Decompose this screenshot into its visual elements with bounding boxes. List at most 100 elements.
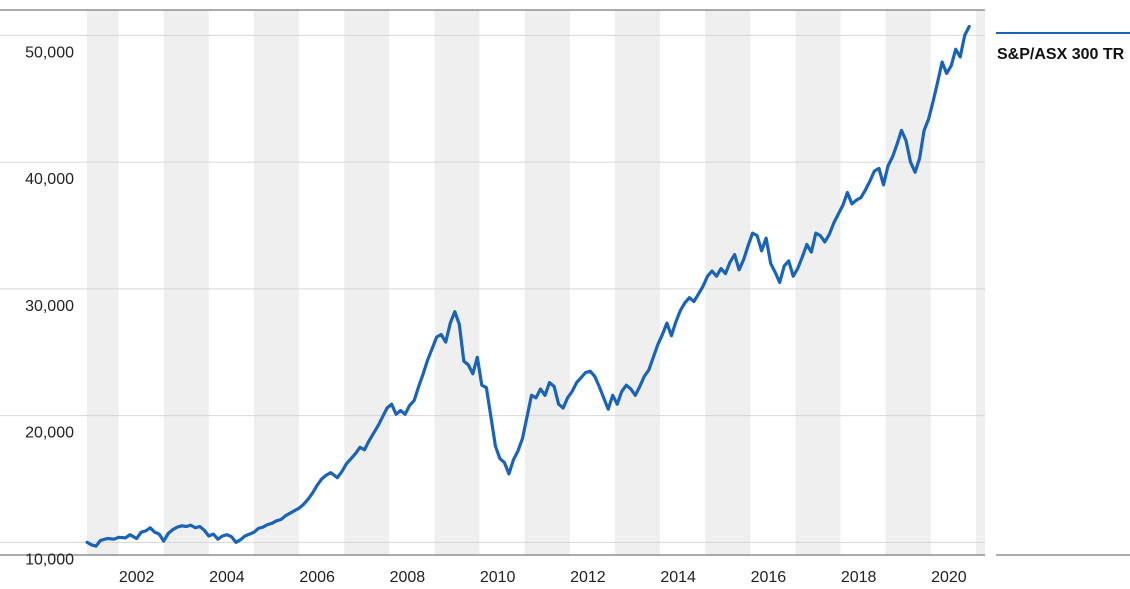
series-point bbox=[293, 509, 296, 512]
x-tick-label: 2012 bbox=[570, 569, 606, 586]
legend: S&P/ASX 300 TR bbox=[996, 32, 1130, 556]
series-point bbox=[859, 196, 863, 199]
series-point bbox=[733, 253, 736, 256]
series-point bbox=[234, 541, 238, 544]
series-point bbox=[949, 64, 953, 67]
series-point bbox=[270, 522, 274, 525]
series-layer bbox=[85, 24, 971, 548]
series-point bbox=[629, 387, 632, 391]
series-point bbox=[230, 535, 233, 538]
series-point bbox=[153, 530, 156, 534]
series-point bbox=[203, 529, 206, 532]
series-point bbox=[895, 143, 899, 146]
series-point bbox=[922, 129, 926, 132]
series-point bbox=[503, 461, 506, 464]
series-point bbox=[403, 413, 407, 416]
series-point bbox=[476, 356, 479, 359]
series-point bbox=[139, 530, 143, 534]
y-tick-label: 20,000 bbox=[25, 425, 74, 442]
series-point bbox=[408, 404, 411, 407]
series-point bbox=[868, 179, 872, 183]
series-point bbox=[128, 533, 132, 536]
series-point bbox=[498, 457, 502, 460]
series-point bbox=[665, 321, 669, 325]
series-point bbox=[158, 532, 161, 536]
series-point bbox=[647, 368, 651, 372]
series-point bbox=[674, 320, 678, 323]
series-point bbox=[444, 340, 447, 344]
series-point bbox=[900, 129, 903, 132]
series-point bbox=[525, 415, 529, 419]
series-point bbox=[539, 387, 542, 391]
series-point bbox=[543, 394, 547, 397]
shaded-year-band bbox=[87, 10, 119, 555]
series-point bbox=[320, 477, 323, 481]
x-tick-label: 2002 bbox=[119, 569, 155, 586]
series-point bbox=[329, 471, 332, 474]
series-point bbox=[864, 188, 867, 192]
series-point bbox=[643, 375, 646, 378]
series-point bbox=[284, 514, 287, 517]
series-point bbox=[737, 268, 741, 272]
series-point bbox=[557, 402, 560, 406]
series-point bbox=[530, 394, 533, 397]
series-point bbox=[773, 271, 777, 274]
series-point bbox=[385, 406, 389, 410]
series-point bbox=[611, 394, 614, 397]
x-tick-label: 2016 bbox=[751, 569, 787, 586]
series-point bbox=[426, 358, 429, 362]
series-point bbox=[796, 267, 799, 270]
series-point bbox=[85, 541, 89, 544]
series-point bbox=[548, 381, 551, 384]
series-point bbox=[297, 506, 301, 510]
series-point bbox=[248, 532, 251, 536]
series-point bbox=[449, 321, 452, 325]
gridlines bbox=[0, 9, 985, 556]
series-point bbox=[372, 432, 375, 435]
series-point bbox=[552, 385, 556, 388]
series-point bbox=[679, 309, 682, 312]
series-point bbox=[855, 198, 858, 202]
series-point bbox=[746, 244, 750, 247]
series-point bbox=[823, 240, 827, 244]
series-point bbox=[257, 527, 260, 530]
series-point bbox=[148, 526, 152, 529]
shaded-year-band bbox=[253, 10, 300, 555]
series-point bbox=[782, 264, 786, 268]
series-point bbox=[458, 323, 461, 326]
series-point bbox=[787, 259, 790, 263]
series-point bbox=[363, 448, 366, 452]
series-point bbox=[801, 255, 804, 259]
series-point bbox=[421, 372, 425, 375]
series-point bbox=[909, 160, 912, 164]
series-point bbox=[688, 296, 691, 299]
series-point bbox=[99, 539, 102, 542]
series-point bbox=[968, 25, 971, 28]
series-point bbox=[288, 511, 292, 515]
series-point bbox=[462, 359, 465, 363]
series-point bbox=[728, 261, 732, 264]
y-tick-label: 50,000 bbox=[25, 44, 74, 61]
series-point bbox=[602, 396, 605, 400]
series-point bbox=[306, 498, 310, 501]
shaded-year-band bbox=[614, 10, 661, 555]
series-point bbox=[453, 310, 456, 313]
series-point bbox=[886, 164, 890, 168]
series-point bbox=[221, 534, 224, 538]
series-point bbox=[837, 212, 840, 216]
shaded-year-band bbox=[434, 10, 480, 555]
y-tick-label: 10,000 bbox=[25, 551, 74, 568]
series-point bbox=[607, 408, 610, 411]
series-point bbox=[412, 399, 416, 402]
series-point bbox=[828, 233, 831, 236]
series-point bbox=[340, 470, 344, 473]
series-point bbox=[117, 536, 120, 539]
series-point bbox=[819, 234, 822, 237]
series-point bbox=[324, 473, 328, 477]
series-point bbox=[850, 202, 854, 206]
shaded-bands bbox=[87, 10, 985, 555]
series-point bbox=[144, 529, 147, 533]
series-point bbox=[216, 537, 220, 541]
x-axis-ticks: 2002 2004 2006 2008 2010 2012 2014 2016 2018 2020 bbox=[119, 569, 967, 586]
series-point bbox=[769, 262, 772, 265]
